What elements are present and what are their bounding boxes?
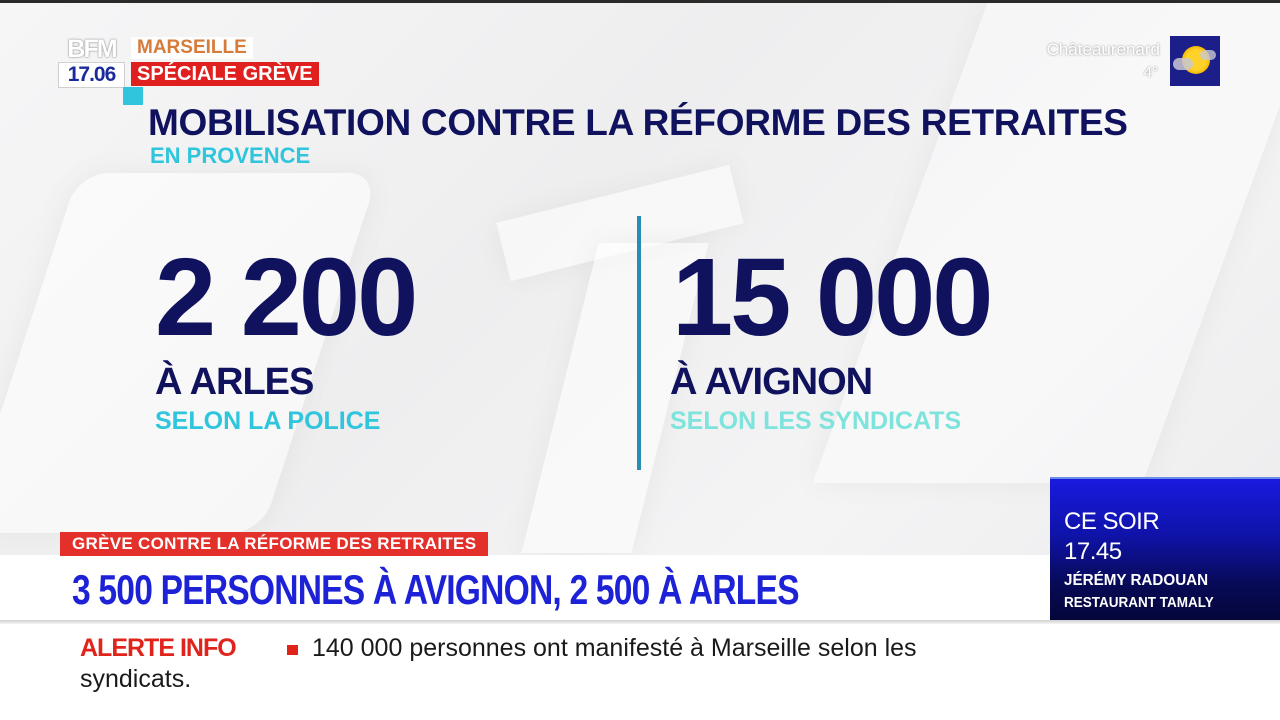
- separator: [0, 620, 1280, 624]
- lower-third-headline: 3 500 PERSONNES À AVIGNON, 2 500 À ARLES: [72, 566, 800, 613]
- news-ticker: [0, 624, 1280, 720]
- upcoming-time: 17.45: [1064, 538, 1122, 565]
- upcoming-when: CE SOIR: [1064, 508, 1160, 535]
- bullet-icon: [287, 645, 298, 655]
- program-label: SPÉCIALE GRÈVE: [131, 62, 319, 86]
- alert-label: ALERTE INFO: [80, 634, 237, 662]
- stat-source: SELON LES SYNDICATS: [670, 407, 962, 435]
- stat-value: 2 200: [155, 236, 418, 359]
- accent-square: [123, 87, 143, 105]
- channel-logo: BFM 17.06: [58, 37, 125, 89]
- logo-text: BFM: [67, 35, 117, 63]
- upcoming-place: RESTAURANT TAMALY: [1064, 594, 1214, 611]
- ticker-text-continued: syndicats.: [80, 665, 192, 693]
- lower-third-tag: GRÈVE CONTRE LA RÉFORME DES RETRAITES: [60, 532, 489, 556]
- sun-cloud-icon: [1170, 36, 1220, 86]
- ticker-text: 140 000 personnes ont manifesté à Marsei…: [312, 634, 917, 662]
- upcoming-panel: CE SOIR 17.45 JÉRÉMY RADOUAN RESTAURANT …: [1050, 477, 1280, 620]
- weather-temperature: 4°: [1143, 64, 1158, 81]
- stat-source: SELON LA POLICE: [155, 407, 381, 435]
- city-label: MARSEILLE: [131, 37, 253, 59]
- stat-divider: [637, 216, 641, 470]
- stat-city: À AVIGNON: [670, 361, 873, 403]
- clock: 17.06: [58, 62, 125, 88]
- cloud-shape: [1173, 58, 1193, 70]
- graphic-title: MOBILISATION CONTRE LA RÉFORME DES RETRA…: [148, 102, 1128, 143]
- stat-value: 15 000: [672, 236, 993, 359]
- cloud-shape: [1200, 50, 1216, 60]
- lower-third-band: [0, 555, 1050, 622]
- weather-city: Châteaurenard: [1046, 40, 1160, 59]
- top-edge: [0, 0, 1280, 3]
- upcoming-guest: JÉRÉMY RADOUAN: [1064, 572, 1209, 589]
- graphic-subtitle: EN PROVENCE: [150, 143, 311, 168]
- stat-city: À ARLES: [155, 361, 314, 403]
